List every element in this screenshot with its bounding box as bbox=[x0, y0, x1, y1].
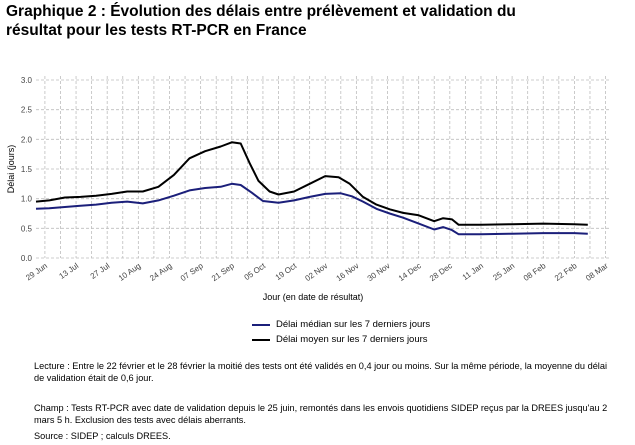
champ-note: Champ : Tests RT-PCR avec date de valida… bbox=[34, 403, 608, 425]
x-tick-label: 07 Sep bbox=[179, 261, 205, 283]
x-axis-title: Jour (en date de résultat) bbox=[263, 292, 364, 302]
x-tick-label: 22 Feb bbox=[553, 261, 579, 283]
y-tick-label: 1.0 bbox=[21, 195, 33, 204]
mean-delay-line bbox=[35, 141, 588, 226]
legend-label-median: Délai médian sur les 7 derniers jours bbox=[276, 319, 431, 330]
legend-swatch-mean bbox=[252, 339, 270, 341]
x-tick-label: 13 Jul bbox=[58, 261, 81, 281]
x-tick-label: 16 Nov bbox=[335, 261, 361, 283]
legend-label-mean: Délai moyen sur les 7 derniers jours bbox=[276, 334, 428, 345]
x-tick-label: 27 Jul bbox=[89, 261, 112, 281]
y-axis-title: Délai (jours) bbox=[6, 145, 16, 194]
x-tick-label: 14 Dec bbox=[397, 261, 423, 283]
y-tick-label: 1.5 bbox=[21, 165, 33, 174]
y-tick-label: 0.5 bbox=[21, 224, 33, 233]
y-tick-label: 2.5 bbox=[21, 106, 33, 115]
legend-swatch-median bbox=[252, 324, 270, 326]
x-tick-label: 11 Jan bbox=[461, 261, 485, 282]
x-tick-label: 28 Dec bbox=[428, 261, 454, 283]
x-tick-label: 02 Nov bbox=[303, 261, 329, 283]
x-tick-label: 30 Nov bbox=[366, 261, 392, 283]
lecture-note: Lecture : Entre le 22 février et le 28 f… bbox=[34, 361, 607, 383]
y-tick-label: 2.0 bbox=[21, 135, 33, 144]
y-tick-label: 3.0 bbox=[21, 76, 33, 85]
x-tick-label: 19 Oct bbox=[274, 261, 299, 282]
x-tick-label: 08 Mar bbox=[584, 261, 610, 283]
x-tick-label: 21 Sep bbox=[210, 261, 236, 283]
x-tick-label: 24 Aug bbox=[148, 261, 174, 283]
x-tick-label: 29 Jun bbox=[24, 261, 49, 282]
chart-title: Graphique 2 : Évolution des délais entre… bbox=[6, 3, 516, 39]
source-note: Source : SIDEP ; calculs DREES. bbox=[34, 431, 171, 441]
x-tick-label: 25 Jan bbox=[491, 261, 516, 282]
y-tick-label: 0.0 bbox=[21, 254, 33, 263]
median-delay-line bbox=[35, 182, 588, 236]
x-tick-label: 05 Oct bbox=[243, 261, 268, 282]
x-tick-label: 08 Feb bbox=[522, 261, 548, 283]
x-tick-label: 10 Aug bbox=[117, 261, 143, 283]
